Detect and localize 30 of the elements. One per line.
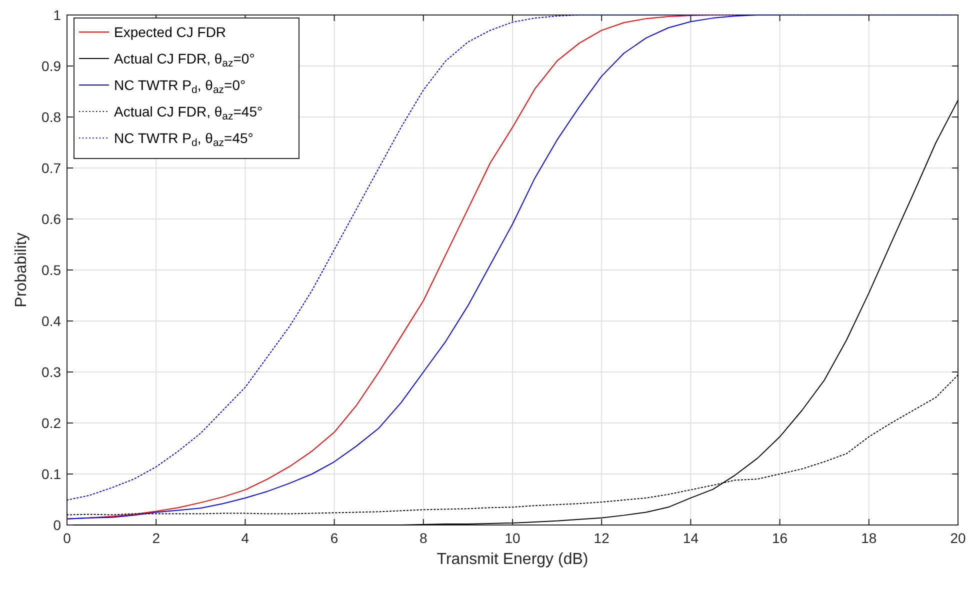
line-series xyxy=(66,100,958,526)
legend-label: Actual CJ FDR, θ$_{az}$=45° xyxy=(114,104,263,123)
y-tick-label: 0.4 xyxy=(42,313,62,329)
x-tick-label: 18 xyxy=(861,530,877,546)
y-tick-label: 0.9 xyxy=(42,58,62,74)
x-tick-label: 10 xyxy=(504,530,520,546)
x-tick-label: 14 xyxy=(682,530,699,546)
y-tick-label: 0.5 xyxy=(42,262,62,278)
x-tick-label: 20 xyxy=(950,530,966,546)
y-tick-label: 0.8 xyxy=(42,109,62,125)
x-tick-label: 8 xyxy=(420,530,428,546)
y-tick-label: 0 xyxy=(53,517,62,533)
y-tick-label: 0.6 xyxy=(42,211,62,227)
legend-label: Actual CJ FDR, θ$_{az}$=0° xyxy=(114,50,255,70)
x-tick-label: 4 xyxy=(241,530,250,546)
x-tick-label: 0 xyxy=(63,530,72,546)
x-axis-title: Transmit Energy (dB) xyxy=(436,551,588,568)
legend-label: NC TWTR P$_{d}$, θ$_{az}$=0° xyxy=(114,77,246,96)
y-tick-label: 0.7 xyxy=(42,160,62,176)
y-tick-label: 0.3 xyxy=(42,364,62,380)
y-tick-label: 1 xyxy=(53,7,62,23)
x-tick-label: 2 xyxy=(152,530,160,546)
y-tick-label: 0.2 xyxy=(42,415,62,431)
legend-label: Expected CJ FDR xyxy=(114,24,226,40)
y-tick-label: 0.1 xyxy=(42,466,62,482)
legend-label: NC TWTR P$_{d}$, θ$_{az}$=45° xyxy=(114,130,254,150)
y-axis-title: Probability xyxy=(13,232,30,308)
x-tick-label: 12 xyxy=(594,530,610,546)
x-tick-label: 16 xyxy=(772,530,788,546)
x-tick-label: 6 xyxy=(330,530,338,546)
